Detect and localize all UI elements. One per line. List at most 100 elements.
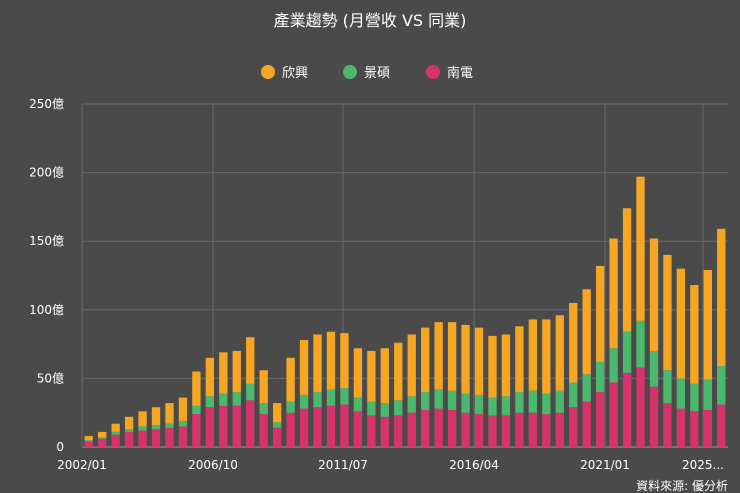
bar-segment-unimicron (421, 327, 430, 393)
bar-segment-kinsus (474, 394, 484, 415)
bar-segment-kinsus (232, 392, 241, 406)
bar-segment-nanya-pcb (703, 409, 712, 447)
legend-item-nanya-pcb[interactable]: 南電 (426, 65, 473, 81)
bar-segment-nanya-pcb (340, 404, 349, 447)
bar-segment-unimicron (595, 265, 605, 362)
legend: 欣興 景碩 南電 (261, 65, 473, 81)
bar-segment-nanya-pcb (595, 392, 605, 447)
x-tick-labels: 2002/01 2006/10 2011/07 2016/04 2021/01 2025.… (57, 458, 724, 472)
bar-segment-unimicron (609, 238, 618, 349)
bar-segment-nanya-pcb (232, 405, 241, 447)
bar-segment-unimicron (84, 436, 93, 441)
bar-segment-kinsus (192, 405, 201, 415)
bar-segment-nanya-pcb (649, 386, 659, 447)
legend-marker-unimicron (261, 65, 275, 79)
bar-segment-unimicron (326, 331, 336, 390)
bar-segment-nanya-pcb (259, 414, 268, 447)
legend-item-unimicron[interactable]: 欣興 (261, 65, 308, 81)
bar-segment-kinsus (542, 393, 551, 415)
bar-segment-kinsus (595, 361, 605, 393)
bar-segment-nanya-pcb (380, 416, 389, 447)
bar-segment-nanya-pcb (367, 415, 376, 447)
y-gridlines (82, 103, 728, 448)
bar-segment-unimicron (353, 348, 363, 398)
bar-segment-nanya-pcb (272, 427, 282, 447)
bar-segment-kinsus (528, 390, 538, 413)
bar-segment-kinsus (717, 366, 726, 405)
bar-segment-kinsus (246, 383, 255, 401)
bar-segment-unimicron (636, 176, 645, 321)
bar-segment-kinsus (353, 397, 363, 412)
bar-segment-nanya-pcb (474, 414, 484, 447)
bar-segment-unimicron (205, 357, 215, 397)
bar-segment-unimicron (542, 319, 551, 394)
bar-segment-kinsus (690, 383, 699, 412)
bar-segment-nanya-pcb (124, 431, 134, 447)
bar-segment-nanya-pcb (555, 412, 564, 447)
bar-segment-unimicron (528, 319, 538, 391)
bar-segment-kinsus (313, 392, 322, 408)
bar-segment-unimicron (367, 350, 376, 402)
bar-segment-nanya-pcb (394, 415, 403, 447)
bar-segment-nanya-pcb (407, 412, 416, 447)
bar-segment-nanya-pcb (501, 415, 511, 447)
bar-segment-unimicron (717, 228, 726, 367)
bar-segment-unimicron (178, 397, 188, 421)
y-tick-labels: 0 50億 100億 150億 200億 250億 (29, 97, 64, 454)
bar-segment-kinsus (461, 393, 470, 413)
bar-segment-kinsus (84, 440, 93, 442)
bar-segment-kinsus (636, 320, 645, 368)
bar-segment-unimicron (286, 357, 295, 402)
bar-segment-kinsus (434, 389, 443, 409)
bar-segment-unimicron (569, 302, 578, 383)
bar-segment-kinsus (663, 370, 672, 404)
bar-segment-unimicron (434, 322, 443, 390)
bar-segment-unimicron (259, 370, 268, 404)
bar-segment-nanya-pcb (542, 414, 551, 447)
bar-segment-unimicron (232, 350, 241, 393)
x-tick-label: 2006/10 (188, 458, 238, 472)
bars (84, 176, 726, 447)
y-tick-label: 200億 (29, 166, 64, 180)
bar-segment-kinsus (178, 420, 188, 427)
legend-item-kinsus[interactable]: 景碩 (343, 65, 390, 81)
bar-segment-kinsus (703, 379, 712, 410)
bar-segment-kinsus (219, 393, 228, 406)
bar-segment-nanya-pcb (165, 427, 174, 447)
bar-segment-kinsus (676, 378, 686, 409)
bar-segment-unimicron (649, 238, 659, 351)
bar-segment-kinsus (138, 426, 147, 431)
bar-segment-nanya-pcb (488, 415, 497, 447)
bar-segment-kinsus (488, 397, 497, 416)
bar-segment-kinsus (380, 403, 389, 417)
bar-segment-kinsus (286, 401, 295, 413)
bar-segment-nanya-pcb (622, 372, 632, 447)
bar-segment-nanya-pcb (663, 403, 672, 447)
bar-segment-unimicron (690, 285, 699, 384)
bar-segment-unimicron (219, 352, 228, 394)
legend-label-nanya-pcb: 南電 (447, 65, 473, 81)
bar-segment-nanya-pcb (138, 430, 147, 447)
bar-segment-unimicron (111, 423, 120, 432)
bar-segment-nanya-pcb (461, 412, 470, 447)
bar-segment-unimicron (676, 268, 686, 379)
bar-segment-kinsus (272, 422, 282, 428)
bar-segment-nanya-pcb (299, 408, 309, 447)
bar-segment-nanya-pcb (98, 438, 107, 447)
bar-segment-kinsus (259, 403, 268, 415)
bar-segment-unimicron (447, 322, 457, 391)
bar-segment-unimicron (582, 289, 591, 375)
bar-segment-nanya-pcb (421, 409, 430, 447)
bar-segment-nanya-pcb (447, 409, 457, 447)
bar-segment-nanya-pcb (286, 412, 295, 447)
bar-segment-kinsus (407, 396, 416, 413)
legend-label-kinsus: 景碩 (364, 66, 390, 81)
bar-segment-nanya-pcb (178, 426, 188, 447)
bar-segment-nanya-pcb (205, 407, 215, 447)
y-tick-label: 250億 (29, 97, 64, 111)
bar-segment-kinsus (367, 401, 376, 416)
bar-segment-kinsus (609, 348, 618, 383)
bar-segment-nanya-pcb (313, 407, 322, 447)
bar-segment-kinsus (447, 390, 457, 410)
